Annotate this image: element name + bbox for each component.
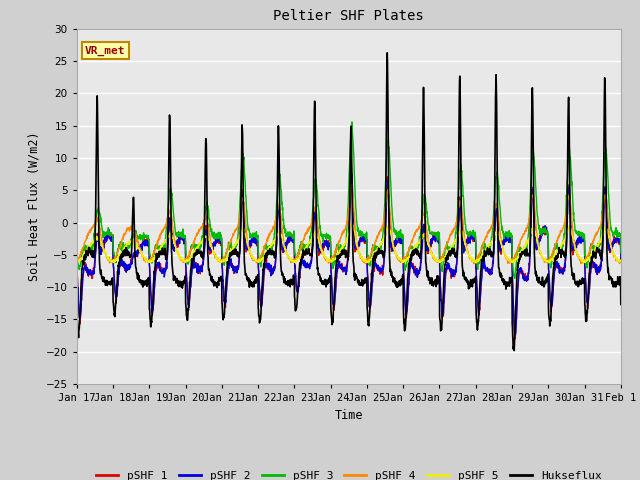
pSHF 5 — [584, 254, 592, 260]
Title: Peltier SHF Plates: Peltier SHF Plates — [273, 10, 424, 24]
pSHF 1 — [225, 265, 232, 271]
Line: pSHF 4: pSHF 4 — [77, 184, 621, 264]
pSHF 4 — [570, 231, 577, 237]
pSHF 1 — [570, 252, 577, 257]
pSHF 3 — [365, 259, 372, 264]
pSHF 5 — [225, 252, 232, 258]
Hukseflux — [376, 249, 384, 254]
pSHF 2 — [365, 289, 372, 295]
pSHF 5 — [507, 259, 515, 264]
pSHF 2 — [225, 264, 232, 269]
pSHF 5 — [580, 260, 588, 266]
pSHF 4 — [225, 243, 232, 249]
pSHF 2 — [570, 246, 577, 252]
pSHF 5 — [349, 220, 356, 226]
pSHF 5 — [73, 259, 81, 264]
Line: pSHF 2: pSHF 2 — [77, 168, 621, 335]
pSHF 3 — [376, 243, 384, 249]
pSHF 2 — [348, 165, 355, 170]
pSHF 4 — [470, 261, 477, 267]
pSHF 4 — [348, 181, 356, 187]
Hukseflux — [383, 50, 391, 56]
pSHF 2 — [376, 268, 384, 274]
pSHF 4 — [617, 258, 625, 264]
Y-axis label: Soil Heat Flux (W/m2): Soil Heat Flux (W/m2) — [28, 132, 40, 281]
pSHF 4 — [365, 255, 372, 261]
pSHF 1 — [365, 290, 372, 296]
Hukseflux — [570, 270, 577, 276]
pSHF 4 — [508, 259, 515, 264]
pSHF 1 — [584, 300, 592, 305]
Hukseflux — [617, 301, 625, 307]
Hukseflux — [73, 304, 81, 310]
pSHF 1 — [507, 236, 515, 242]
pSHF 2 — [507, 240, 515, 246]
Line: pSHF 1: pSHF 1 — [77, 167, 621, 339]
pSHF 2 — [584, 298, 592, 303]
pSHF 3 — [348, 119, 356, 125]
pSHF 3 — [511, 276, 518, 281]
Hukseflux — [510, 348, 518, 353]
pSHF 5 — [376, 241, 384, 247]
pSHF 5 — [569, 234, 577, 240]
pSHF 3 — [570, 205, 577, 211]
pSHF 1 — [617, 257, 625, 263]
pSHF 2 — [617, 259, 625, 265]
pSHF 5 — [365, 258, 372, 264]
Hukseflux — [584, 287, 592, 292]
pSHF 3 — [617, 250, 625, 255]
pSHF 3 — [225, 240, 232, 245]
pSHF 5 — [617, 258, 625, 264]
Line: pSHF 3: pSHF 3 — [77, 122, 621, 278]
Line: pSHF 5: pSHF 5 — [77, 223, 621, 263]
Hukseflux — [225, 261, 232, 267]
pSHF 4 — [376, 228, 384, 234]
Hukseflux — [365, 323, 372, 328]
pSHF 1 — [348, 164, 355, 170]
pSHF 1 — [511, 336, 519, 342]
pSHF 3 — [507, 230, 515, 236]
pSHF 4 — [584, 251, 592, 257]
pSHF 1 — [73, 260, 81, 265]
pSHF 3 — [584, 258, 592, 264]
pSHF 3 — [73, 248, 81, 254]
pSHF 2 — [511, 332, 518, 337]
Legend: pSHF 1, pSHF 2, pSHF 3, pSHF 4, pSHF 5, Hukseflux: pSHF 1, pSHF 2, pSHF 3, pSHF 4, pSHF 5, … — [92, 466, 606, 480]
Text: VR_met: VR_met — [85, 46, 125, 56]
X-axis label: Time: Time — [335, 408, 363, 421]
Hukseflux — [507, 277, 515, 283]
pSHF 2 — [73, 262, 81, 267]
pSHF 1 — [376, 266, 384, 272]
pSHF 4 — [73, 258, 81, 264]
Line: Hukseflux: Hukseflux — [77, 53, 621, 350]
